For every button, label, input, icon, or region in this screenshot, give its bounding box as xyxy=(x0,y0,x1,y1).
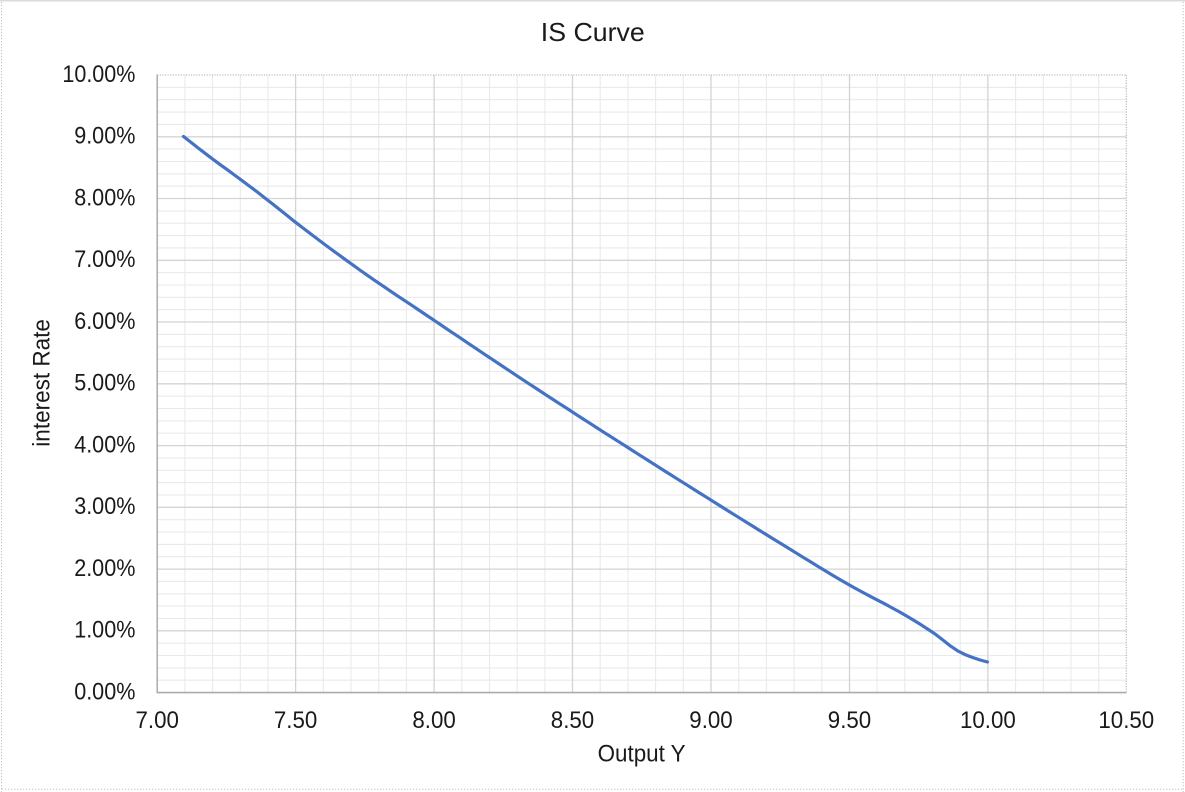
svg-text:5.00%: 5.00% xyxy=(74,370,135,397)
svg-text:4.00%: 4.00% xyxy=(74,432,135,459)
svg-text:1.00%: 1.00% xyxy=(74,617,135,644)
svg-text:interest Rate: interest Rate xyxy=(29,319,56,447)
svg-text:7.00%: 7.00% xyxy=(74,246,135,273)
svg-text:9.00%: 9.00% xyxy=(74,123,135,150)
svg-text:7.50: 7.50 xyxy=(274,707,317,734)
svg-text:9.50: 9.50 xyxy=(828,707,871,734)
svg-text:10.00: 10.00 xyxy=(960,707,1016,734)
svg-text:Output Y: Output Y xyxy=(598,741,686,768)
svg-text:0.00%: 0.00% xyxy=(74,679,135,706)
svg-text:10.50: 10.50 xyxy=(1098,707,1154,734)
svg-text:10.00%: 10.00% xyxy=(62,61,135,88)
svg-text:3.00%: 3.00% xyxy=(74,493,135,520)
svg-text:IS Curve: IS Curve xyxy=(541,17,645,47)
svg-text:9.00: 9.00 xyxy=(689,707,732,734)
svg-text:6.00%: 6.00% xyxy=(74,308,135,335)
svg-text:8.50: 8.50 xyxy=(551,707,594,734)
svg-text:8.00: 8.00 xyxy=(412,707,455,734)
svg-text:8.00%: 8.00% xyxy=(74,184,135,211)
svg-text:7.00: 7.00 xyxy=(136,707,179,734)
svg-text:2.00%: 2.00% xyxy=(74,555,135,582)
